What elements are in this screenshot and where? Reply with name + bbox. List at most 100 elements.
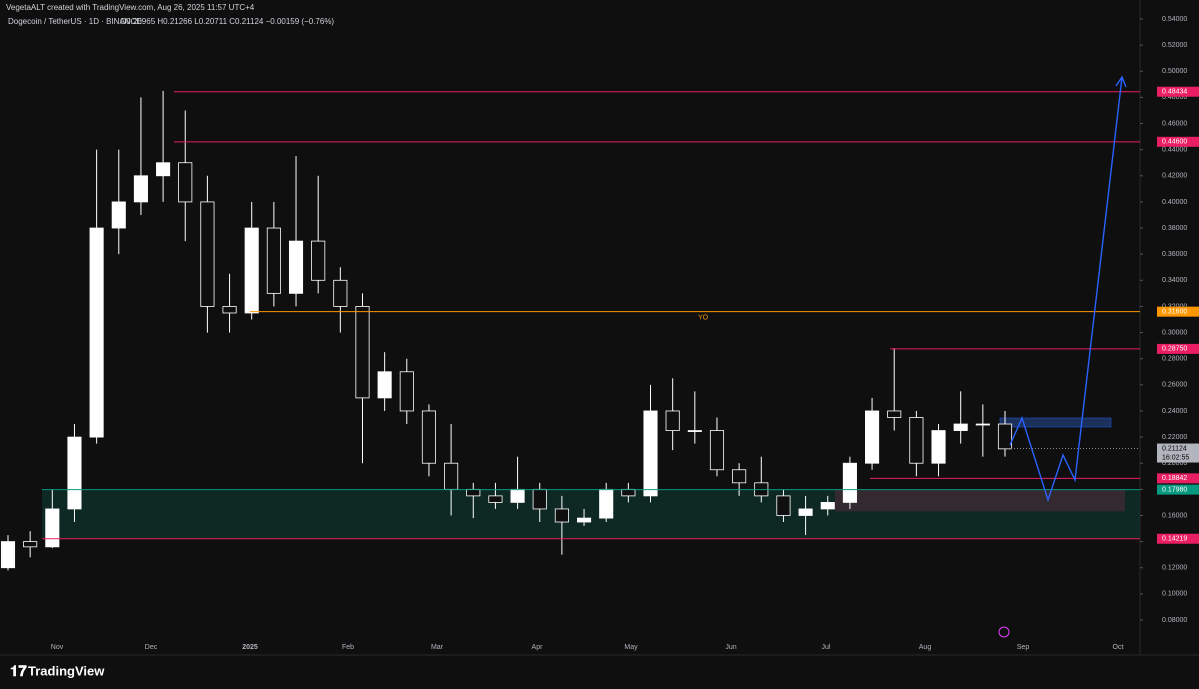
candle-body: [798, 508, 813, 516]
candle: [266, 201, 281, 307]
y-tick-label: 0.54000: [1162, 16, 1187, 23]
level-label: 0.44600: [1162, 139, 1187, 146]
y-tick-label: 0.38000: [1162, 225, 1187, 232]
candle-body: [621, 488, 636, 497]
candle-body: [0, 541, 16, 569]
ohlc-text: O0.20965 H0.21266 L0.20711 C0.21124 −0.0…: [120, 17, 334, 26]
level-tag: [1157, 86, 1199, 97]
last-price-label: 0.21124: [1162, 445, 1187, 452]
level-tag: [1157, 473, 1199, 484]
y-tick-label: 0.26000: [1162, 382, 1187, 389]
candle: [643, 384, 658, 503]
level-tag: [1157, 533, 1199, 544]
candle: [200, 175, 215, 333]
logo-mark: 𝟏𝟕: [10, 663, 27, 680]
level-tag: [1157, 136, 1199, 147]
y-tick-label: 0.40000: [1162, 199, 1187, 206]
candle-body: [288, 240, 304, 294]
candle-body: [244, 227, 259, 314]
candle: [23, 531, 38, 558]
candle-body: [488, 495, 503, 503]
candle-body: [421, 410, 437, 464]
level-tag: [1157, 484, 1199, 495]
candle: [732, 463, 747, 496]
x-tick-label: Jun: [725, 644, 736, 651]
x-tick-label: Nov: [51, 644, 64, 651]
y-tick-label: 0.20000: [1162, 460, 1187, 467]
candle-body: [178, 162, 193, 203]
brand: TradingView: [28, 663, 105, 678]
candle: [377, 352, 392, 411]
candle: [355, 293, 370, 464]
countdown: 16:02:55: [1162, 454, 1189, 461]
candle: [909, 410, 924, 477]
x-tick-label: Mar: [431, 644, 444, 651]
candle-body: [355, 306, 370, 399]
y-tick-label: 0.46000: [1162, 120, 1187, 127]
candle-body: [953, 423, 968, 431]
candle-body: [887, 410, 902, 418]
candle-body: [931, 430, 946, 464]
candle: [554, 495, 569, 555]
candle: [222, 273, 237, 333]
candle: [887, 348, 902, 431]
level-label: 0.48434: [1162, 89, 1187, 96]
candle-body: [133, 175, 148, 203]
candle: [333, 267, 348, 333]
candle-body: [820, 502, 835, 510]
candle-body: [776, 495, 791, 516]
candle: [67, 424, 82, 523]
y-tick-label: 0.48000: [1162, 94, 1187, 101]
candle: [953, 391, 968, 444]
candle-body: [532, 488, 547, 510]
level-label: 0.14219: [1162, 536, 1187, 543]
candle-body: [67, 436, 82, 510]
level-note: YO: [698, 315, 709, 322]
level-label: 0.18842: [1162, 475, 1187, 482]
candle: [156, 90, 171, 202]
candle-body: [222, 306, 237, 314]
candle: [399, 358, 414, 425]
credit: VegetaALT created with TradingView.com, …: [6, 3, 255, 12]
x-tick-label: Dec: [145, 644, 158, 651]
candle: [997, 410, 1013, 457]
candle-body: [23, 541, 38, 548]
last-price-tag: [1157, 443, 1199, 463]
candle-body: [865, 410, 880, 464]
level-label: 0.28750: [1162, 346, 1187, 353]
candle-body: [156, 162, 171, 177]
candle-body: [997, 423, 1013, 450]
symbol-title: Dogecoin / TetherUS · 1D · BINANCE: [8, 17, 142, 26]
y-tick-label: 0.22000: [1162, 434, 1187, 441]
x-tick-label: Apr: [532, 644, 544, 651]
level-tag: [1157, 343, 1199, 354]
candle: [111, 149, 126, 255]
x-tick-label: Feb: [342, 644, 354, 651]
candle-body: [842, 462, 857, 503]
candle: [178, 110, 193, 242]
candle-body: [200, 201, 215, 307]
candle: [865, 397, 880, 470]
candle-body: [510, 488, 525, 503]
y-tick-label: 0.10000: [1162, 591, 1187, 598]
y-tick-label: 0.12000: [1162, 565, 1187, 572]
candle: [776, 489, 791, 523]
event-icon: [998, 626, 1010, 638]
candle-body: [377, 371, 392, 399]
x-tick-label: Sep: [1017, 644, 1030, 651]
candle: [576, 508, 592, 526]
y-tick-label: 0.34000: [1162, 277, 1187, 284]
y-tick-label: 0.24000: [1162, 408, 1187, 415]
level-label: 0.31600: [1162, 309, 1187, 316]
candle: [931, 424, 946, 477]
candle: [244, 201, 259, 320]
candle-body: [975, 423, 990, 426]
candle-body: [909, 417, 924, 464]
y-tick-label: 0.36000: [1162, 251, 1187, 258]
projection: [1009, 76, 1123, 503]
x-tick-label: Aug: [919, 644, 932, 651]
x-tick-label: 2025: [242, 644, 258, 651]
candle: [0, 535, 16, 571]
y-tick-label: 0.16000: [1162, 512, 1187, 519]
